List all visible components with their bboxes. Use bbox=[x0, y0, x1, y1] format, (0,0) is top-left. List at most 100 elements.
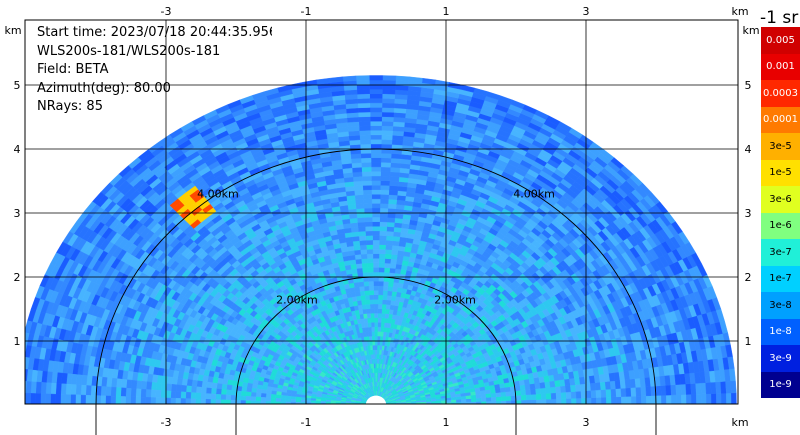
data-cell bbox=[361, 175, 372, 182]
data-cell bbox=[120, 387, 127, 397]
data-cell bbox=[389, 180, 399, 187]
data-cell bbox=[363, 203, 373, 209]
data-cell bbox=[354, 254, 362, 260]
data-cell bbox=[368, 280, 374, 287]
data-cell bbox=[377, 303, 383, 309]
data-cell bbox=[170, 390, 177, 399]
data-cell bbox=[519, 384, 526, 391]
data-cell bbox=[515, 390, 522, 396]
data-cell bbox=[362, 271, 369, 278]
data-cells bbox=[25, 75, 737, 404]
data-cell bbox=[372, 221, 380, 227]
data-cell bbox=[540, 387, 547, 395]
data-cell bbox=[565, 391, 572, 399]
data-cell bbox=[205, 393, 212, 400]
data-cell bbox=[390, 258, 397, 265]
data-cell bbox=[365, 299, 371, 305]
data-cell bbox=[364, 216, 373, 223]
data-cell bbox=[285, 398, 291, 403]
data-cell bbox=[391, 139, 404, 146]
data-cell bbox=[359, 244, 367, 251]
data-cell bbox=[205, 398, 211, 404]
data-cell bbox=[530, 393, 537, 400]
data-cell bbox=[575, 390, 582, 399]
data-cell bbox=[389, 171, 400, 178]
data-cell bbox=[381, 134, 393, 141]
data-cell bbox=[140, 388, 147, 398]
data-cell bbox=[377, 299, 383, 305]
data-cell bbox=[210, 399, 216, 404]
data-cell bbox=[260, 393, 267, 398]
data-cell bbox=[379, 194, 390, 200]
data-cell bbox=[379, 198, 389, 204]
data-cell bbox=[372, 258, 380, 264]
data-cell bbox=[545, 392, 552, 400]
data-cell bbox=[372, 226, 380, 232]
data-cell bbox=[520, 389, 527, 396]
data-cell bbox=[250, 396, 257, 402]
data-cell bbox=[389, 263, 397, 269]
data-cell bbox=[370, 322, 375, 328]
data-cell bbox=[370, 139, 382, 145]
data-cell bbox=[180, 391, 187, 399]
data-cell bbox=[360, 258, 368, 264]
data-cell bbox=[363, 281, 370, 287]
data-cell bbox=[348, 139, 361, 146]
data-cell bbox=[570, 391, 577, 399]
data-cell bbox=[368, 290, 375, 296]
data-cell bbox=[620, 387, 627, 397]
data-cell bbox=[355, 258, 362, 265]
data-cell bbox=[480, 397, 487, 402]
data-cell bbox=[384, 249, 392, 255]
data-cell bbox=[515, 394, 522, 401]
data-cell bbox=[362, 194, 373, 200]
data-cell bbox=[185, 391, 192, 399]
data-cell bbox=[360, 253, 368, 260]
data-cell bbox=[535, 393, 542, 400]
data-cell bbox=[390, 295, 397, 302]
data-cell bbox=[377, 331, 381, 337]
data-cell bbox=[390, 254, 398, 260]
data-cell bbox=[265, 389, 272, 395]
data-cell bbox=[376, 358, 380, 364]
data-cell bbox=[381, 303, 387, 310]
data-cell bbox=[373, 308, 379, 314]
data-cell bbox=[373, 312, 379, 318]
data-cell bbox=[130, 388, 137, 398]
data-cell bbox=[535, 388, 542, 395]
data-cell bbox=[379, 344, 383, 351]
data-cell bbox=[495, 396, 502, 402]
data-cell bbox=[379, 235, 387, 241]
data-cell bbox=[110, 386, 117, 397]
data-cell bbox=[370, 312, 375, 319]
data-cell bbox=[369, 303, 375, 309]
data-cell bbox=[175, 391, 182, 399]
data-cell bbox=[670, 384, 677, 396]
data-cell bbox=[265, 397, 272, 402]
data-cell bbox=[362, 180, 372, 186]
data-cell bbox=[382, 290, 388, 296]
data-cell bbox=[384, 317, 389, 324]
data-cell bbox=[379, 216, 388, 223]
data-cell bbox=[377, 294, 383, 300]
data-cell bbox=[365, 235, 373, 241]
data-cell bbox=[379, 244, 386, 250]
data-cell bbox=[241, 386, 248, 393]
data-cell bbox=[379, 226, 388, 232]
data-cell bbox=[360, 157, 372, 163]
data-cell bbox=[385, 299, 392, 306]
data-cell bbox=[376, 354, 380, 360]
data-cell bbox=[391, 290, 398, 297]
data-cell bbox=[390, 300, 396, 306]
data-cell bbox=[387, 198, 398, 205]
data-cell bbox=[180, 384, 187, 393]
data-cell bbox=[387, 285, 394, 292]
data-cell bbox=[215, 399, 221, 404]
data-cell bbox=[358, 285, 365, 292]
data-cell bbox=[125, 387, 132, 397]
data-cell bbox=[362, 189, 372, 195]
data-cell bbox=[372, 248, 380, 254]
data-cell bbox=[368, 285, 374, 291]
data-cell bbox=[385, 235, 394, 241]
data-cell bbox=[640, 386, 647, 397]
